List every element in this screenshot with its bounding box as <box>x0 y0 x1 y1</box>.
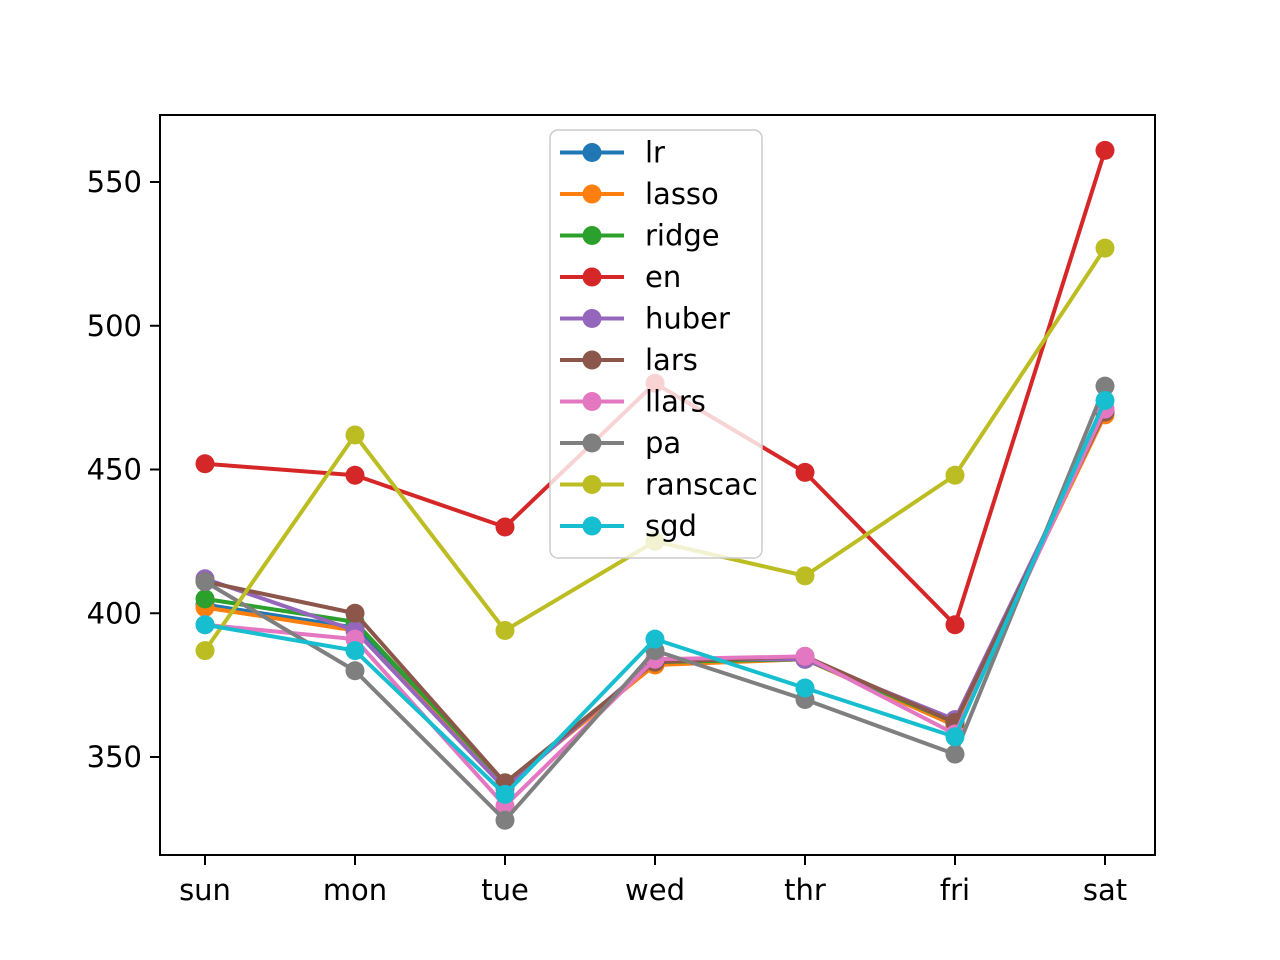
x-tick-label: sun <box>179 873 231 907</box>
data-point-lars-mon <box>345 603 365 623</box>
data-point-ranscac-sat <box>1095 238 1115 258</box>
plot-border <box>159 114 1156 856</box>
data-point-pa-tue <box>495 810 515 830</box>
legend-entry-en: en <box>560 260 681 294</box>
legend-marker <box>582 267 602 287</box>
legend-entry-sgd: sgd <box>560 509 697 543</box>
y-tick-label: 450 <box>87 453 142 487</box>
x-tick-label: wed <box>625 873 685 907</box>
legend-entry-lr: lr <box>560 136 665 170</box>
data-point-en-fri <box>945 615 965 635</box>
x-axis: sun mon tue wed thr fri sat <box>179 855 1127 907</box>
x-tick-label: tue <box>481 873 529 907</box>
legend-marker <box>582 475 602 494</box>
y-axis: 350 400 450 500 550 <box>87 165 160 774</box>
legend-entry-pa: pa <box>560 426 681 460</box>
legend-label: lasso <box>645 177 719 211</box>
legend-marker <box>582 433 602 453</box>
data-point-en-sun <box>195 454 215 474</box>
data-point-llars-thr <box>795 646 815 666</box>
series-sgd <box>195 391 1115 804</box>
legend-entry-lars: lars <box>560 343 698 377</box>
y-tick-label: 500 <box>87 309 142 343</box>
data-point-ranscac-tue <box>495 621 515 640</box>
legend-marker <box>582 309 602 328</box>
legend-label: sgd <box>645 509 697 543</box>
series-lines <box>195 140 1115 830</box>
data-point-ranscac-sun <box>195 641 215 661</box>
legend-entry-ranscac: ranscac <box>560 468 758 502</box>
x-tick-label: mon <box>323 873 387 907</box>
y-tick-label: 400 <box>87 596 142 630</box>
legend: lr lasso ridge en huber lars llars pa ranscac sgd <box>549 129 763 559</box>
data-point-ridge-sun <box>195 589 215 609</box>
data-point-sgd-sun <box>195 615 215 635</box>
legend-label: ranscac <box>645 468 758 502</box>
legend-marker <box>582 350 602 370</box>
legend-marker <box>582 184 602 204</box>
data-point-ranscac-fri <box>945 465 965 485</box>
data-point-ranscac-thr <box>795 566 815 586</box>
legend-label: llars <box>645 385 706 419</box>
legend-label: huber <box>645 302 730 336</box>
data-point-pa-mon <box>345 661 365 681</box>
data-point-en-thr <box>795 462 815 482</box>
data-point-sgd-mon <box>345 641 365 661</box>
data-point-ranscac-mon <box>345 425 365 445</box>
legend-entry-llars: llars <box>560 385 706 419</box>
x-tick-label: fri <box>940 873 970 907</box>
x-tick-label: sat <box>1083 873 1127 907</box>
data-point-en-mon <box>345 465 365 485</box>
legend-label: lr <box>645 136 665 170</box>
legend-entry-huber: huber <box>560 302 730 336</box>
legend-label: en <box>645 260 681 294</box>
data-point-pa-sun <box>195 572 215 592</box>
data-point-sgd-thr <box>795 678 815 698</box>
y-tick-label: 350 <box>87 740 142 774</box>
data-point-en-tue <box>495 517 515 537</box>
legend-label: lars <box>645 343 698 377</box>
data-point-pa-sat <box>1095 376 1115 396</box>
legend-entry-lasso: lasso <box>560 177 719 211</box>
data-point-sgd-tue <box>495 784 515 804</box>
legend-entry-ridge: ridge <box>560 219 720 253</box>
y-tick-label: 550 <box>87 165 142 199</box>
legend-marker <box>582 143 602 162</box>
legend-marker <box>582 516 602 536</box>
legend-label: ridge <box>645 219 720 253</box>
data-point-sgd-fri <box>945 727 965 747</box>
data-point-pa-fri <box>945 744 965 764</box>
data-point-sgd-wed <box>645 629 665 649</box>
x-tick-label: thr <box>784 873 826 907</box>
legend-label: pa <box>645 426 681 460</box>
legend-marker <box>582 392 602 411</box>
legend-marker <box>582 226 602 245</box>
data-point-sgd-sat <box>1095 391 1115 410</box>
data-point-en-sat <box>1095 140 1115 160</box>
